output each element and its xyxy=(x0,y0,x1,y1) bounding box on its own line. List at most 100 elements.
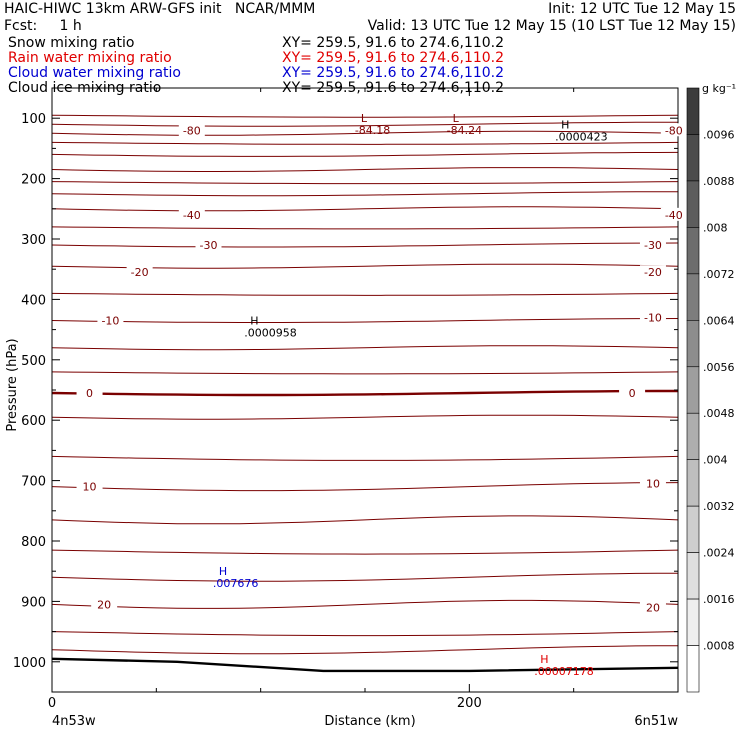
field-label-snow: Snow mixing ratio xyxy=(8,35,135,51)
isotherm-line xyxy=(51,130,679,136)
label-mask xyxy=(639,310,666,324)
colorbar-label: .008 xyxy=(703,221,728,234)
field-xy-cloud-water: XY= 259.5, 91.6 to 274.6,110.2 xyxy=(282,65,505,81)
colorbar-segment xyxy=(686,552,700,600)
isotherm-line xyxy=(51,455,679,461)
colorbar-label: .0088 xyxy=(703,175,735,188)
surface-line xyxy=(51,657,679,673)
temperature-label: -20 xyxy=(644,266,662,279)
isotherm-line xyxy=(51,114,679,118)
extremum-type: H xyxy=(250,315,258,328)
extremum-value: -84.18 xyxy=(355,124,390,137)
x-endpoint-left: 4n53w xyxy=(52,714,96,729)
y-tick-label: 100 xyxy=(21,112,46,127)
colorbar-segment xyxy=(686,645,700,693)
temperature-label: -40 xyxy=(183,209,201,222)
isotherm-line xyxy=(51,242,679,248)
colorbar-label: .0056 xyxy=(703,361,735,374)
y-tick-label: 200 xyxy=(21,173,46,188)
isotherm-line xyxy=(51,414,679,420)
temperature-labels: -80 -80 -40 -40 -30 -30 -20 -20 -10 -10 0 0 10 10 20 20 xyxy=(76,123,687,614)
temperature-label: 10 xyxy=(646,478,660,491)
label-mask xyxy=(619,386,646,400)
y-tick-label: 600 xyxy=(21,414,46,429)
colorbar-segment xyxy=(686,87,700,135)
colorbar-segment xyxy=(686,412,700,460)
colorbar-segment xyxy=(686,227,700,275)
extremum-type: L xyxy=(453,112,460,125)
x-axis: 0 200 xyxy=(48,88,679,711)
temperature-label: 20 xyxy=(97,598,111,611)
forecast-hour: Fcst: 1 h xyxy=(4,18,82,34)
y-tick-label: 800 xyxy=(21,535,46,550)
temperature-label: -40 xyxy=(665,209,683,222)
temperature-label: 20 xyxy=(646,601,660,614)
isotherm-line xyxy=(51,515,679,525)
label-mask xyxy=(639,600,666,614)
isotherm-line xyxy=(51,263,679,269)
isotherm-line xyxy=(51,389,678,397)
isotherm-line xyxy=(51,631,679,637)
field-xy-rain: XY= 259.5, 91.6 to 274.6,110.2 xyxy=(282,50,505,66)
extremum-value: -84.24 xyxy=(447,124,482,137)
colorbar-label: .0048 xyxy=(703,407,735,420)
temperature-label: -30 xyxy=(200,239,218,252)
isotherm-line xyxy=(51,482,679,492)
label-mask xyxy=(76,386,103,400)
isotherm-line xyxy=(51,599,679,609)
colorbar-label: .0064 xyxy=(703,314,735,327)
label-mask xyxy=(97,313,124,327)
y-tick-label: 1000 xyxy=(13,656,46,671)
isotherm-line xyxy=(51,151,679,157)
label-mask xyxy=(178,123,205,137)
y-tick-label: 700 xyxy=(21,475,46,490)
temperature-label: -20 xyxy=(131,266,149,279)
y-tick-label: 300 xyxy=(21,233,46,248)
colorbar-segment xyxy=(686,366,700,414)
valid-time: Valid: 13 UTC Tue 12 May 15 (10 LST Tue … xyxy=(367,18,736,34)
temperature-label: -80 xyxy=(183,124,201,137)
isotherm-line xyxy=(51,167,679,172)
temperature-label: 10 xyxy=(83,481,97,494)
label-mask xyxy=(76,479,103,493)
isotherm-line xyxy=(51,181,679,185)
field-label-rain: Rain water mixing ratio xyxy=(8,50,172,66)
colorbar-label: .004 xyxy=(703,454,728,467)
colorbar-label: .0016 xyxy=(703,593,735,606)
temperature-label: 0 xyxy=(629,387,636,400)
isotherm-line xyxy=(51,191,678,197)
label-mask xyxy=(91,597,118,611)
extrema-labels: L-84.18L-84.24 H.0000423H.0000958H.007676… xyxy=(213,112,608,678)
colorbar-label: .0032 xyxy=(703,500,735,513)
extremum-value: .0000958 xyxy=(244,327,297,340)
isotherm-line xyxy=(51,318,679,323)
x-tick-label: 0 xyxy=(48,696,56,711)
extremum-type: L xyxy=(361,112,368,125)
colorbar-segment xyxy=(686,505,700,553)
x-tick-label: 200 xyxy=(457,696,482,711)
label-mask xyxy=(639,476,666,490)
isotherm-line xyxy=(51,226,679,230)
colorbar-segment xyxy=(686,598,700,646)
surface-terrain xyxy=(51,657,679,673)
model-title: HAIC-HIWC 13km ARW-GFS init NCAR/MMM xyxy=(4,1,316,17)
label-mask xyxy=(178,207,205,221)
colorbar-segment xyxy=(686,459,700,507)
extremum-type: H xyxy=(219,565,227,578)
label-mask xyxy=(195,238,222,252)
colorbar-unit: g kg⁻¹ xyxy=(702,82,736,95)
extremum-type: H xyxy=(561,118,569,131)
isotherm-line xyxy=(51,549,679,555)
colorbar-segment xyxy=(686,180,700,228)
colorbar-label: .0072 xyxy=(703,268,735,281)
x-axis-label: Distance (km) xyxy=(324,714,415,729)
temperature-label: -10 xyxy=(101,315,119,328)
extremum-value: .007676 xyxy=(213,577,259,590)
colorbar-segment xyxy=(686,134,700,182)
label-mask xyxy=(660,123,687,137)
isotherm-line xyxy=(51,206,679,212)
label-mask xyxy=(660,207,687,221)
isotherm-line xyxy=(51,371,679,375)
field-xy-snow: XY= 259.5, 91.6 to 274.6,110.2 xyxy=(282,35,505,51)
